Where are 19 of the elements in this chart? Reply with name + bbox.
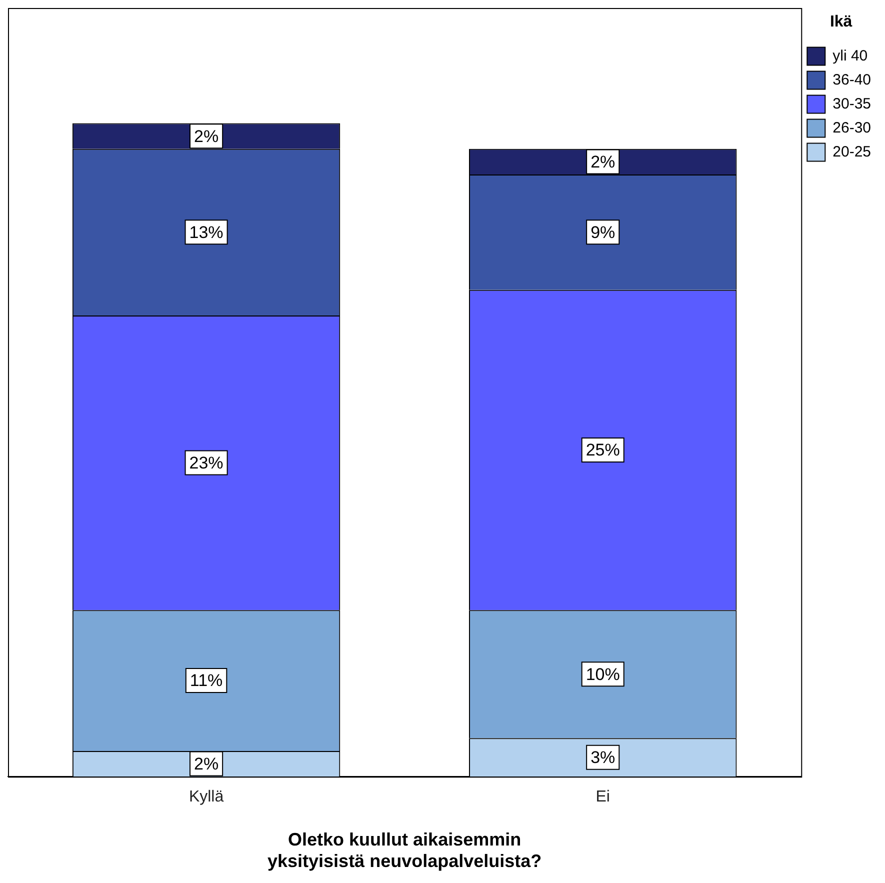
x-tick-label: Kyllä (188, 788, 224, 806)
data-label: 9% (590, 222, 616, 242)
data-label: 10% (586, 664, 620, 684)
legend-label: 36-40 (832, 71, 872, 88)
legend-label: 20-25 (832, 143, 872, 160)
legend-label: 30-35 (832, 95, 872, 112)
x-axis-title: Oletko kuullut aikaisemmin yksityisistä neuvolapalveluista? (268, 830, 542, 872)
legend-label: yli 40 (832, 47, 868, 64)
data-label: 23% (189, 453, 224, 472)
data-label: 13% (189, 222, 224, 242)
data-label: 2% (194, 754, 219, 774)
data-label: 2% (590, 152, 616, 172)
legend-label: 26-30 (832, 119, 872, 136)
x-tick-label: Ei (596, 788, 610, 806)
legend-title: Ikä (830, 13, 852, 30)
data-label: 3% (590, 748, 616, 768)
data-label: 2% (194, 126, 219, 146)
data-label: 25% (586, 440, 620, 460)
data-label: 11% (190, 671, 223, 690)
